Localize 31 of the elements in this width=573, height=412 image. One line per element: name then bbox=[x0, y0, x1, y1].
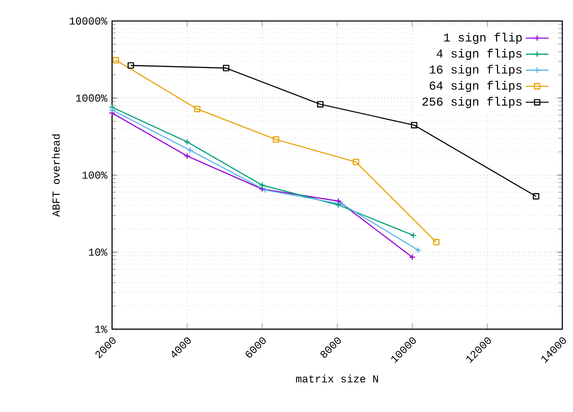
point bbox=[272, 136, 280, 143]
y-tick-label: 100% bbox=[82, 172, 108, 179]
point bbox=[433, 238, 440, 246]
point bbox=[194, 106, 200, 112]
legend-label: 16 sign flips bbox=[430, 64, 522, 76]
point bbox=[352, 158, 360, 166]
point bbox=[262, 186, 268, 194]
y-axis-title: ABFT overhead bbox=[52, 134, 60, 217]
point bbox=[335, 202, 342, 208]
point bbox=[258, 186, 266, 192]
y-tick-label: 1000% bbox=[76, 94, 108, 102]
point bbox=[222, 64, 230, 72]
point bbox=[532, 193, 540, 200]
point bbox=[410, 122, 418, 128]
point bbox=[186, 147, 194, 154]
y-tick-label: 1% bbox=[95, 326, 108, 333]
point bbox=[338, 200, 346, 208]
x-axis-title: matrix size N bbox=[296, 374, 378, 383]
point bbox=[184, 152, 190, 160]
point bbox=[112, 57, 120, 64]
y-tick-label: 10000% bbox=[70, 17, 108, 25]
legend-label: 64 sign flips bbox=[430, 80, 522, 92]
y-tick-label: 10% bbox=[88, 248, 108, 256]
legend-label: 256 sign flips bbox=[422, 96, 522, 108]
point bbox=[317, 101, 324, 108]
point bbox=[258, 182, 266, 188]
point bbox=[184, 138, 190, 146]
point bbox=[335, 198, 342, 204]
legend-label: 4 sign flips bbox=[436, 48, 522, 60]
legend-label: 1 sign flip bbox=[444, 32, 522, 44]
point bbox=[128, 62, 134, 69]
